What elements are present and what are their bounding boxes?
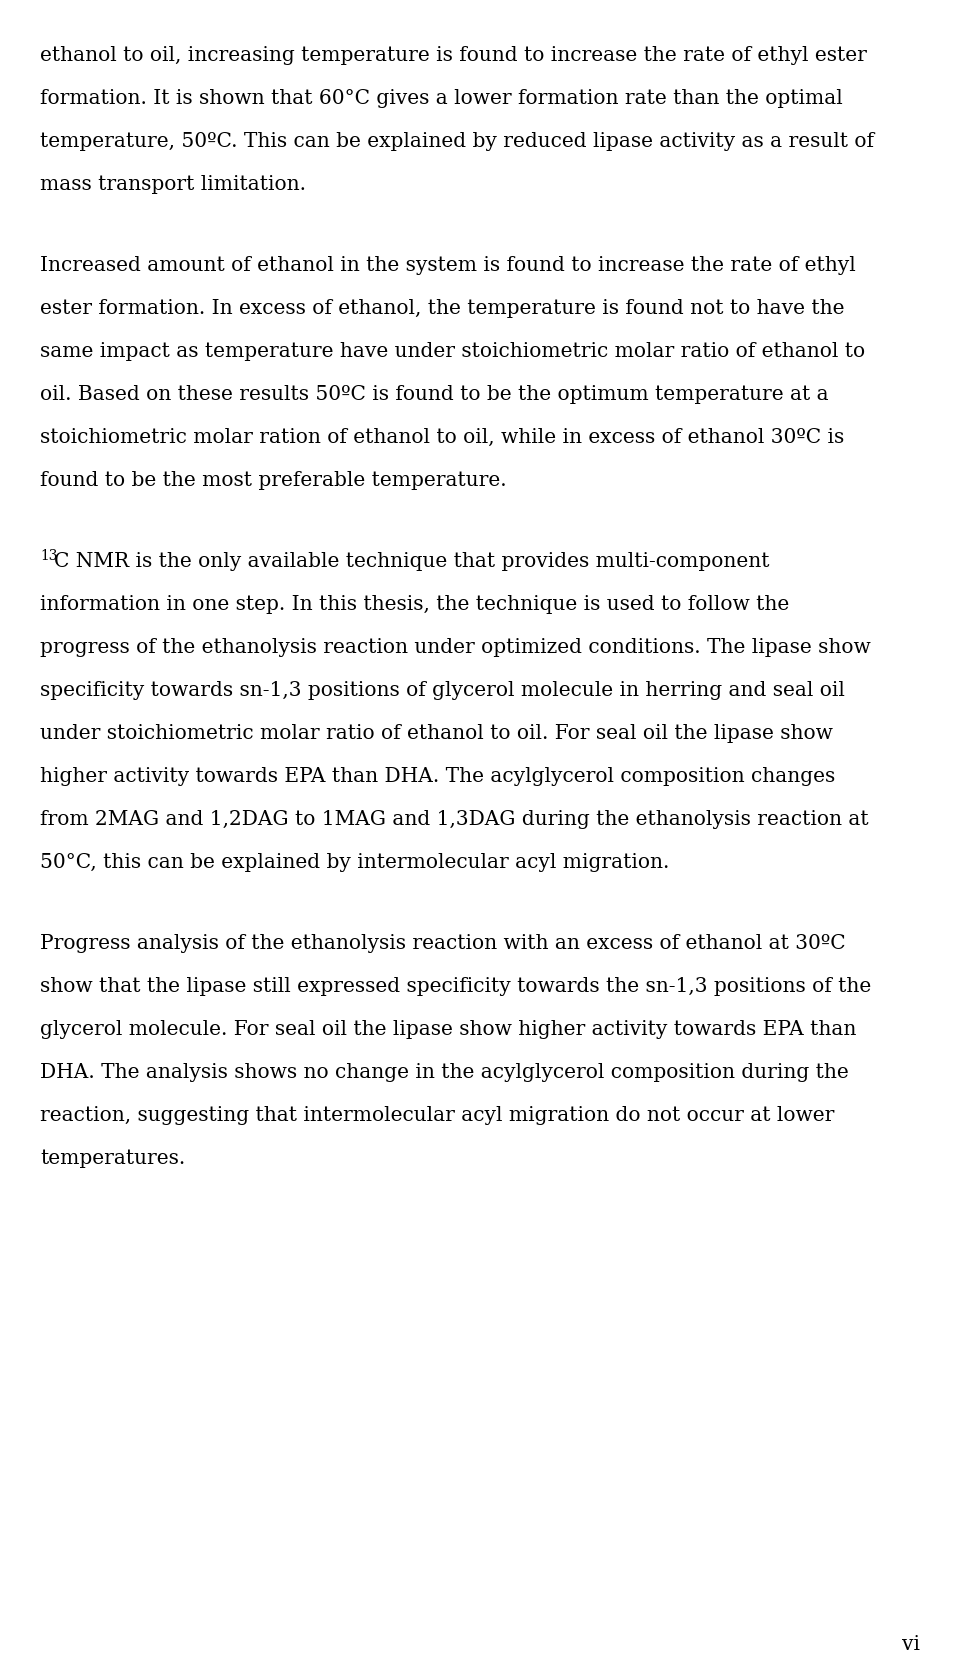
Text: 50°C, this can be explained by intermolecular acyl migration.: 50°C, this can be explained by intermole… <box>40 852 669 872</box>
Text: oil. Based on these results 50ºC is found to be the optimum temperature at a: oil. Based on these results 50ºC is foun… <box>40 385 828 403</box>
Text: Increased amount of ethanol in the system is found to increase the rate of ethyl: Increased amount of ethanol in the syste… <box>40 255 855 276</box>
Text: found to be the most preferable temperature.: found to be the most preferable temperat… <box>40 470 507 489</box>
Text: 13: 13 <box>40 549 58 563</box>
Text: higher activity towards EPA than DHA. The acylglycerol composition changes: higher activity towards EPA than DHA. Th… <box>40 766 835 786</box>
Text: information in one step. In this thesis, the technique is used to follow the: information in one step. In this thesis,… <box>40 595 789 613</box>
Text: reaction, suggesting that intermolecular acyl migration do not occur at lower: reaction, suggesting that intermolecular… <box>40 1105 834 1124</box>
Text: temperatures.: temperatures. <box>40 1149 185 1168</box>
Text: vi: vi <box>902 1635 920 1653</box>
Text: ester formation. In excess of ethanol, the temperature is found not to have the: ester formation. In excess of ethanol, t… <box>40 299 845 318</box>
Text: glycerol molecule. For seal oil the lipase show higher activity towards EPA than: glycerol molecule. For seal oil the lipa… <box>40 1020 856 1038</box>
Text: Progress analysis of the ethanolysis reaction with an excess of ethanol at 30ºC: Progress analysis of the ethanolysis rea… <box>40 934 846 953</box>
Text: formation. It is shown that 60°C gives a lower formation rate than the optimal: formation. It is shown that 60°C gives a… <box>40 89 843 108</box>
Text: C NMR is the only available technique that provides multi-component: C NMR is the only available technique th… <box>54 551 770 571</box>
Text: stoichiometric molar ration of ethanol to oil, while in excess of ethanol 30ºC i: stoichiometric molar ration of ethanol t… <box>40 428 844 447</box>
Text: specificity towards sn-1,3 positions of glycerol molecule in herring and seal oi: specificity towards sn-1,3 positions of … <box>40 680 845 699</box>
Text: mass transport limitation.: mass transport limitation. <box>40 175 306 193</box>
Text: show that the lipase still expressed specificity towards the sn-1,3 positions of: show that the lipase still expressed spe… <box>40 976 872 996</box>
Text: ethanol to oil, increasing temperature is found to increase the rate of ethyl es: ethanol to oil, increasing temperature i… <box>40 45 867 66</box>
Text: progress of the ethanolysis reaction under optimized conditions. The lipase show: progress of the ethanolysis reaction und… <box>40 638 871 657</box>
Text: under stoichiometric molar ratio of ethanol to oil. For seal oil the lipase show: under stoichiometric molar ratio of etha… <box>40 724 833 743</box>
Text: same impact as temperature have under stoichiometric molar ratio of ethanol to: same impact as temperature have under st… <box>40 341 865 361</box>
Text: temperature, 50ºC. This can be explained by reduced lipase activity as a result : temperature, 50ºC. This can be explained… <box>40 133 874 151</box>
Text: DHA. The analysis shows no change in the acylglycerol composition during the: DHA. The analysis shows no change in the… <box>40 1062 849 1082</box>
Text: from 2MAG and 1,2DAG to 1MAG and 1,3DAG during the ethanolysis reaction at: from 2MAG and 1,2DAG to 1MAG and 1,3DAG … <box>40 810 869 828</box>
